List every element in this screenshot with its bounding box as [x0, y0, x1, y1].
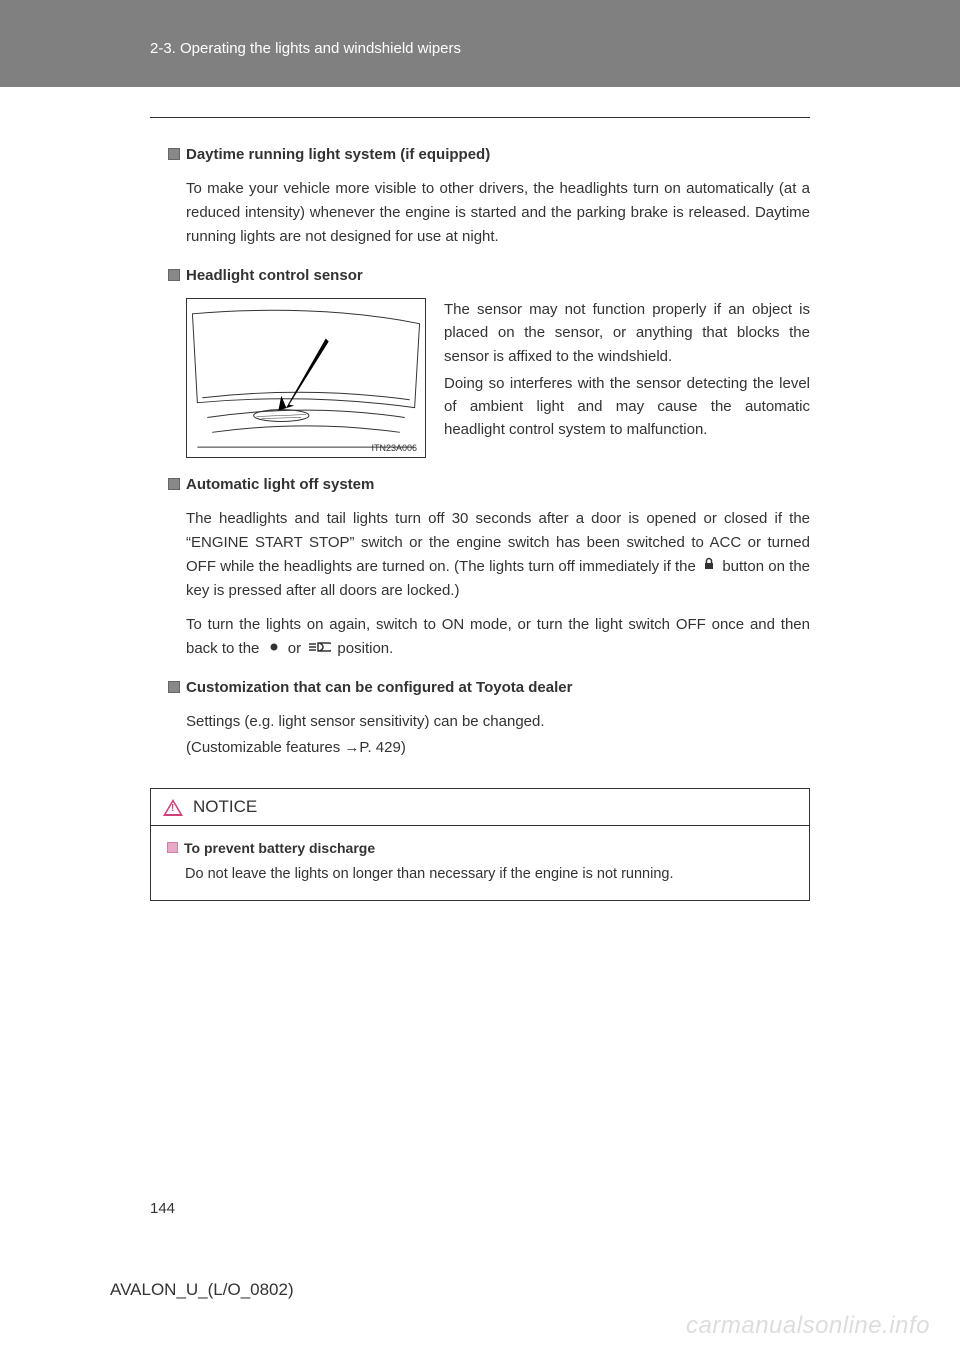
title-text: Daytime running light system (if equippe…: [186, 146, 490, 163]
section-sensor: Headlight control sensor ITN23A006 T: [150, 267, 810, 458]
title-text: Headlight control sensor: [186, 267, 363, 284]
bullet-icon: [168, 478, 180, 490]
body-paragraph: The headlights and tail lights turn off …: [150, 507, 810, 603]
section-title: Automatic light off system: [150, 476, 810, 493]
notice-text: Do not leave the lights on longer than n…: [167, 866, 793, 882]
section-auto-off: Automatic light off system The headlight…: [150, 476, 810, 661]
two-column: ITN23A006 The sensor may not function pr…: [150, 298, 810, 458]
headlight-icon: [307, 637, 331, 661]
notice-label: NOTICE: [193, 797, 257, 817]
paragraph: The sensor may not function properly if …: [444, 298, 810, 368]
body-paragraph: To make your vehicle more visible to oth…: [150, 177, 810, 249]
section-header: 2-3. Operating the lights and windshield…: [0, 0, 960, 87]
page-content: Daytime running light system (if equippe…: [0, 87, 960, 901]
notice-subtitle-text: To prevent battery discharge: [184, 840, 375, 856]
body-paragraph: (Customizable features →P. 429): [150, 736, 810, 760]
sensor-text: The sensor may not function properly if …: [444, 298, 810, 458]
paragraph: Doing so interferes with the sensor dete…: [444, 372, 810, 442]
title-text: Customization that can be configured at …: [186, 679, 572, 696]
bullet-icon: [168, 269, 180, 281]
section-title: Customization that can be configured at …: [150, 679, 810, 696]
section-custom: Customization that can be configured at …: [150, 679, 810, 760]
bullet-icon: [168, 681, 180, 693]
notice-subtitle: To prevent battery discharge: [167, 840, 793, 856]
body-paragraph: Settings (e.g. light sensor sensitivity)…: [150, 710, 810, 734]
notice-body: To prevent battery discharge Do not leav…: [151, 826, 809, 900]
notice-box: ! NOTICE To prevent battery discharge Do…: [150, 788, 810, 901]
section-title: Headlight control sensor: [150, 267, 810, 284]
divider: [150, 117, 810, 118]
text-fragment: position.: [337, 640, 393, 657]
notice-header: ! NOTICE: [151, 789, 809, 826]
text-fragment: or: [288, 640, 306, 657]
body-paragraph: To turn the lights on again, switch to O…: [150, 613, 810, 661]
bullet-icon: [168, 148, 180, 160]
dot-icon: [266, 637, 282, 661]
lock-icon: [702, 555, 716, 579]
section-daytime: Daytime running light system (if equippe…: [150, 146, 810, 249]
warning-triangle-icon: !: [163, 799, 183, 816]
section-title: Daytime running light system (if equippe…: [150, 146, 810, 163]
footer-code: AVALON_U_(L/O_0802): [110, 1280, 294, 1300]
title-text: Automatic light off system: [186, 476, 374, 493]
diagram-label: ITN23A006: [371, 443, 417, 453]
watermark: carmanualsonline.info: [686, 1312, 930, 1340]
pink-bullet-icon: [167, 842, 178, 853]
page-number: 144: [150, 1200, 175, 1217]
section-label: 2-3. Operating the lights and windshield…: [150, 40, 461, 57]
text-fragment: The headlights and tail lights turn off …: [186, 510, 810, 575]
sensor-diagram: ITN23A006: [186, 298, 426, 458]
